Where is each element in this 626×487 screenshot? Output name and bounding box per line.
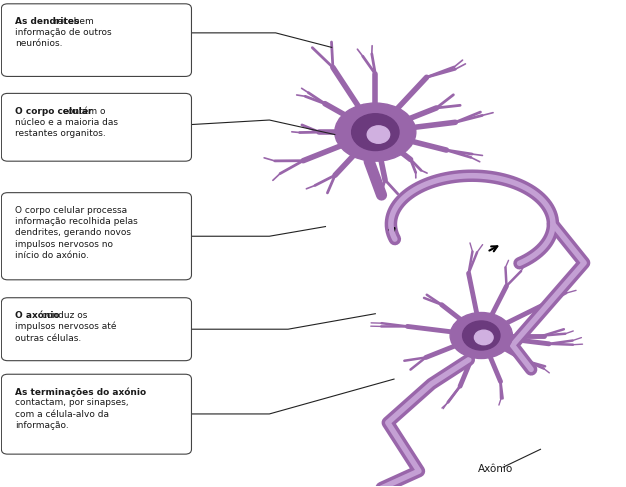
- Circle shape: [475, 330, 493, 345]
- Text: As dendrites: As dendrites: [15, 18, 80, 26]
- Text: Axônio: Axônio: [478, 464, 513, 473]
- Text: núcleo e a maioria das
restantes organitos.: núcleo e a maioria das restantes organit…: [15, 117, 118, 138]
- FancyBboxPatch shape: [1, 4, 192, 76]
- Ellipse shape: [335, 103, 416, 161]
- Circle shape: [463, 321, 500, 350]
- FancyBboxPatch shape: [1, 94, 192, 161]
- Text: recebem: recebem: [51, 18, 94, 26]
- Text: conduz os: conduz os: [39, 311, 88, 320]
- FancyBboxPatch shape: [1, 374, 192, 454]
- Circle shape: [352, 114, 399, 150]
- FancyBboxPatch shape: [1, 298, 192, 361]
- Circle shape: [367, 126, 389, 143]
- Text: O corpo celular: O corpo celular: [15, 107, 93, 116]
- Text: As terminações do axónio: As terminações do axónio: [15, 388, 146, 397]
- Text: O axónio: O axónio: [15, 311, 59, 320]
- Text: contactam, por sinapses,
com a célula-alvo da
informação.: contactam, por sinapses, com a célula-al…: [15, 398, 129, 430]
- Ellipse shape: [450, 313, 513, 358]
- FancyBboxPatch shape: [1, 193, 192, 280]
- Text: informação de outros
neurónios.: informação de outros neurónios.: [15, 28, 111, 48]
- Text: impulsos nervosos até
outras células.: impulsos nervosos até outras células.: [15, 322, 116, 342]
- Text: O corpo celular processa
informação recolhida pelas
dendrites, gerando novos
imp: O corpo celular processa informação reco…: [15, 206, 138, 260]
- Text: contém o: contém o: [60, 107, 105, 116]
